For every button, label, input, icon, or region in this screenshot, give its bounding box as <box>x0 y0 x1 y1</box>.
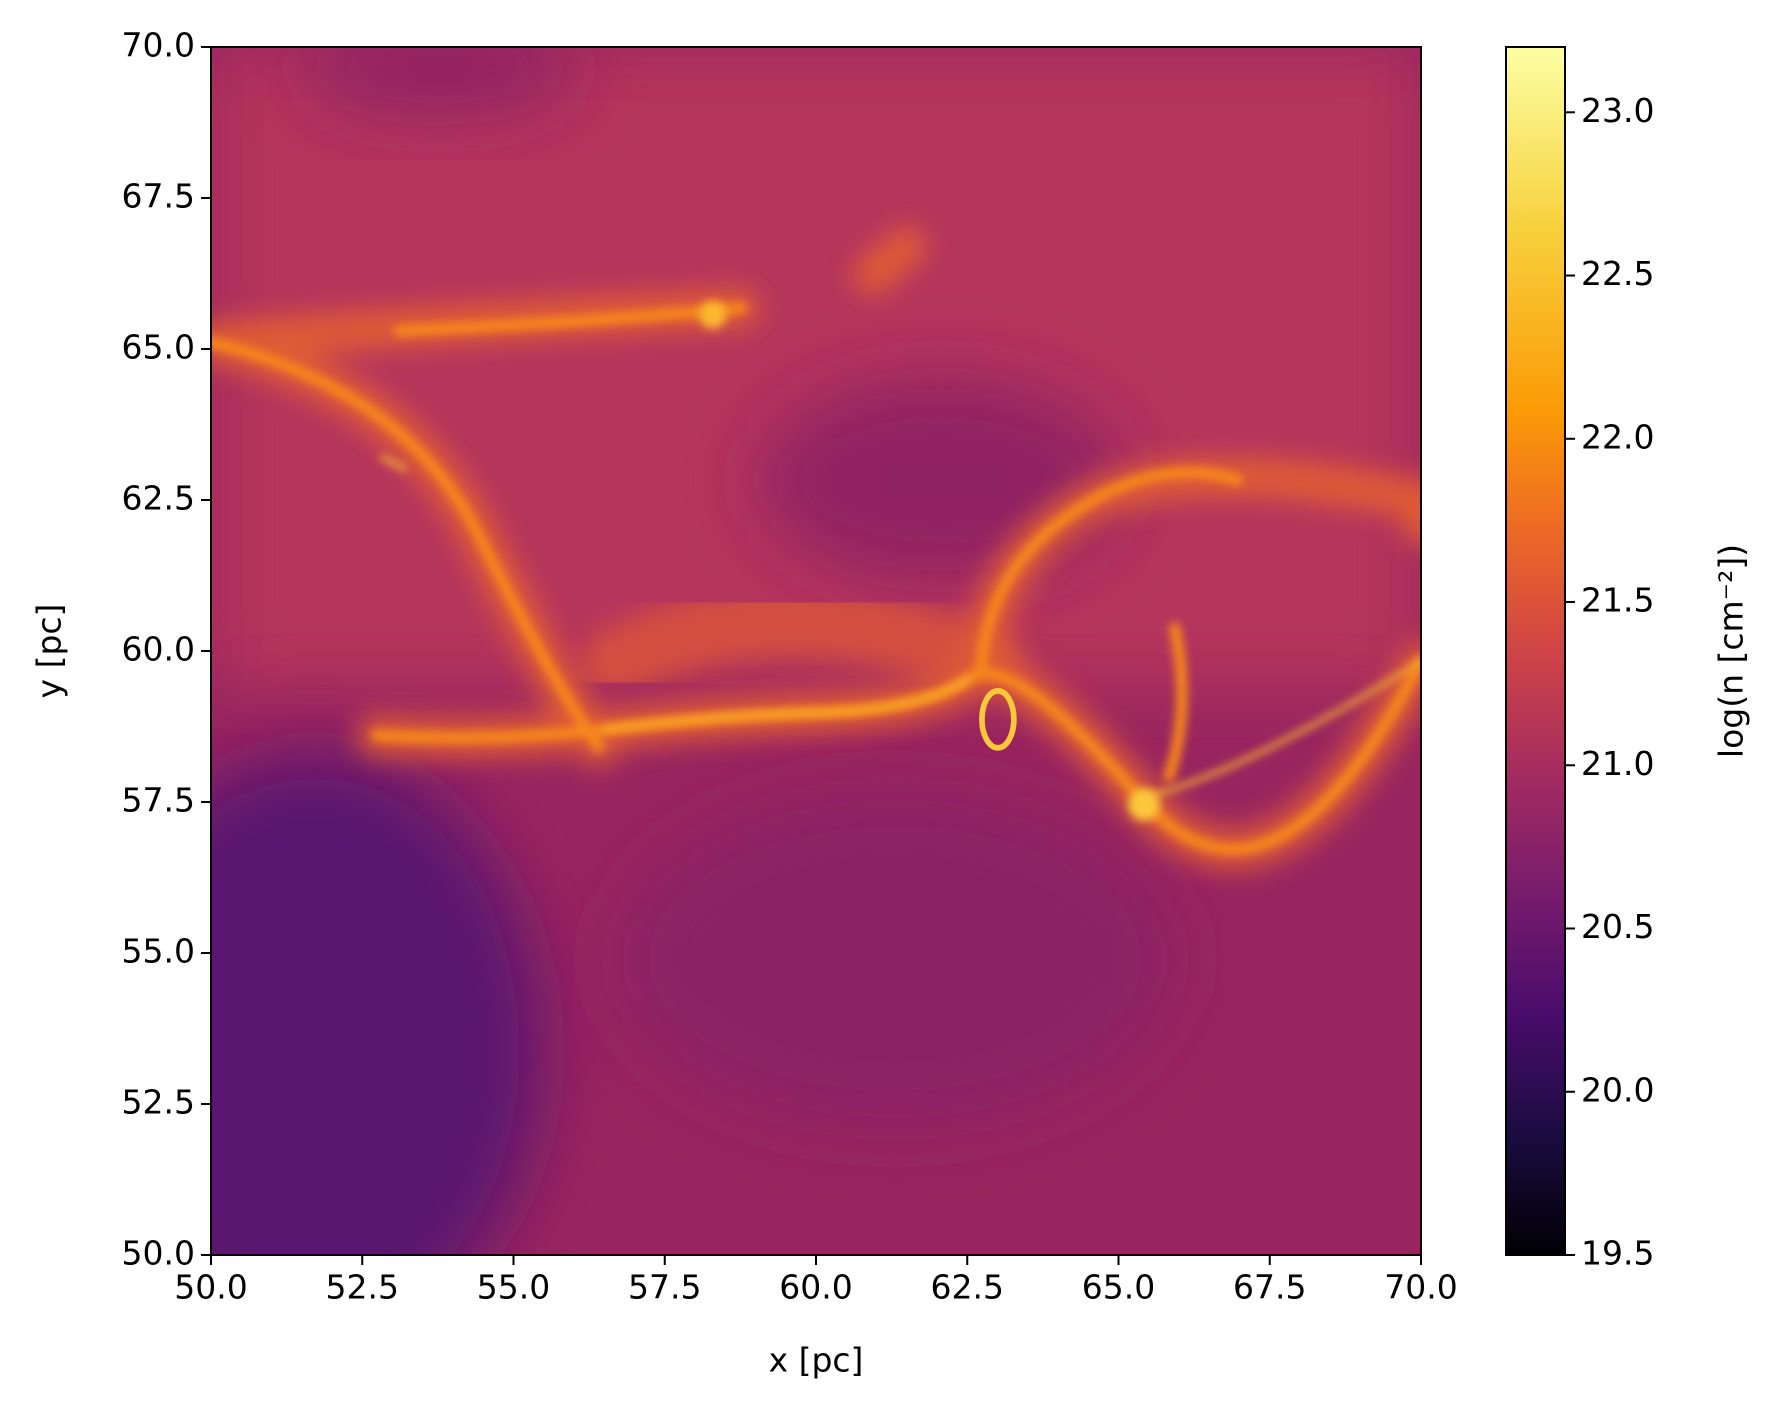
colorbar-tick-label: 21.5 <box>1581 581 1654 620</box>
y-tick-label: 55.0 <box>122 932 195 971</box>
x-tick-label: 67.5 <box>1233 1268 1306 1307</box>
x-tick-label: 50.0 <box>174 1268 247 1307</box>
y-tick-label: 65.0 <box>122 328 195 367</box>
colorbar-tick-label: 20.5 <box>1581 907 1654 946</box>
x-tick-label: 70.0 <box>1384 1268 1457 1307</box>
colorbar-label: log(n [cm⁻²]) <box>1712 544 1751 758</box>
x-axis-label: x [pc] <box>769 1341 864 1380</box>
colorbar-tick-label: 21.0 <box>1581 744 1654 783</box>
colorbar-tick-label: 20.0 <box>1581 1070 1654 1109</box>
y-tick-label: 60.0 <box>122 630 195 669</box>
x-tick-label: 55.0 <box>477 1268 550 1307</box>
y-axis-label: y [pc] <box>30 604 69 699</box>
colorbar-tick-label: 19.5 <box>1581 1234 1654 1273</box>
y-tick-label: 52.5 <box>122 1083 195 1122</box>
x-tick-label: 52.5 <box>326 1268 399 1307</box>
x-tick-label: 62.5 <box>931 1268 1004 1307</box>
y-tick-label: 50.0 <box>122 1234 195 1273</box>
x-tick-label: 60.0 <box>779 1268 852 1307</box>
colorbar-tick-label: 22.5 <box>1581 254 1654 293</box>
x-tick-label: 57.5 <box>628 1268 701 1307</box>
colorbar-tick-label: 22.0 <box>1581 417 1654 456</box>
colorbar <box>1505 46 1566 1256</box>
density-image <box>211 47 1421 1255</box>
y-tick-label: 67.5 <box>122 177 195 216</box>
y-tick-label: 62.5 <box>122 479 195 518</box>
colorbar-tick-label: 23.0 <box>1581 91 1654 130</box>
y-tick-label: 70.0 <box>122 26 195 65</box>
y-tick-label: 57.5 <box>122 781 195 820</box>
x-tick-label: 65.0 <box>1082 1268 1155 1307</box>
